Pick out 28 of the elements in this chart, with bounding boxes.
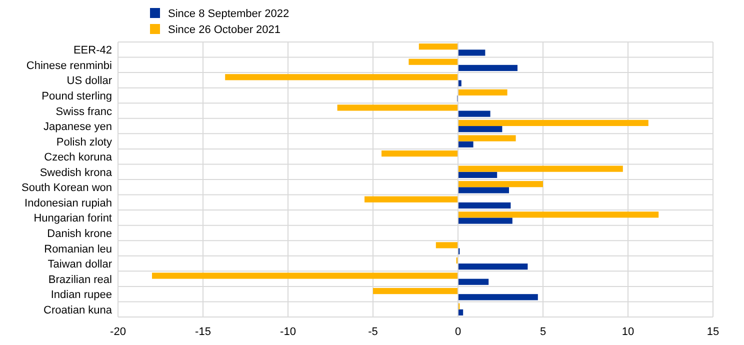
y-tick-label: EER-42 (73, 44, 112, 57)
x-tick-label: -5 (368, 326, 378, 338)
x-tick-label: 15 (706, 326, 720, 338)
y-tick-label: Indonesian rupiah (24, 197, 112, 210)
y-tick-label: Croatian kuna (44, 304, 113, 316)
legend-label: Since 26 October 2021 (168, 24, 281, 36)
y-tick-label: Chinese renminbi (26, 60, 112, 72)
y-tick-label: South Korean won (21, 182, 112, 194)
y-tick-label: Pound sterling (42, 90, 112, 102)
x-tick-label: 5 (540, 326, 546, 338)
y-tick-label: Danish krone (47, 228, 112, 240)
y-tick-label: US dollar (66, 75, 112, 88)
x-tick-label: -20 (110, 326, 126, 338)
y-tick-label: Hungarian forint (34, 212, 112, 225)
y-tick-label: Czech koruna (44, 152, 113, 164)
y-tick-label: Swiss franc (56, 106, 112, 118)
y-tick-label: Indian rupee (50, 289, 112, 302)
legend-label: Since 8 September 2022 (168, 8, 290, 20)
x-tick-label: 10 (622, 326, 634, 338)
x-tick-label: 0 (454, 326, 462, 338)
y-tick-label: Japanese yen (44, 121, 112, 134)
y-tick-label: Swedish krona (40, 166, 113, 179)
y-tick-label: Taiwan dollar (48, 258, 112, 271)
x-tick-label: -15 (195, 326, 211, 338)
x-tick-label: -10 (280, 326, 296, 338)
y-tick-label: Brazilian real (48, 274, 112, 286)
y-tick-label: Romanian leu (44, 243, 112, 256)
y-tick-label: Polish zloty (56, 136, 112, 148)
